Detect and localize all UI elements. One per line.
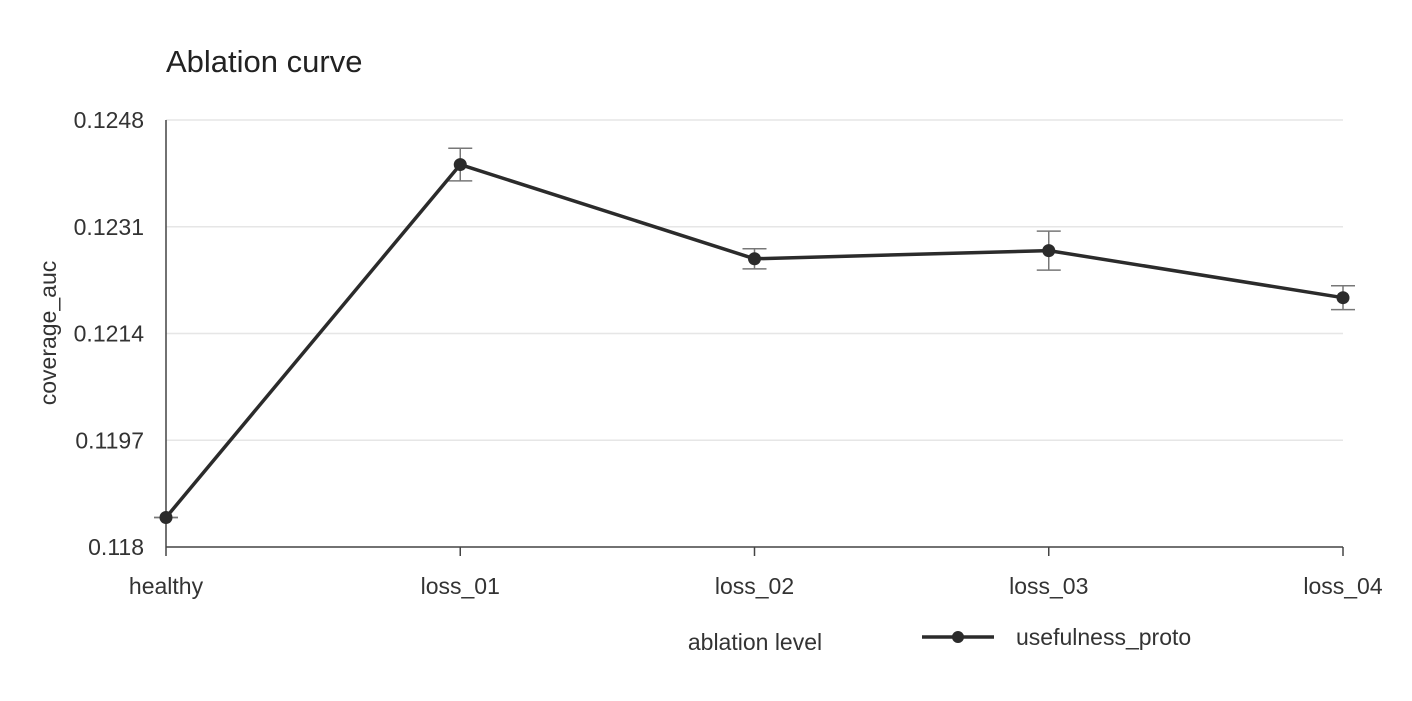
x-axis-ticks: healthy loss_01 loss_02 loss_03 loss_04 (129, 547, 1383, 599)
y-axis-title: coverage_auc (35, 261, 61, 406)
y-tick-label: 0.1231 (74, 214, 144, 240)
data-point (1042, 244, 1056, 258)
y-tick-label: 0.1248 (74, 107, 144, 133)
data-point (159, 510, 173, 524)
data-point (748, 252, 761, 266)
y-tick-label: 0.118 (88, 534, 144, 560)
series-group (154, 147, 1355, 524)
x-tick-label: healthy (129, 573, 204, 599)
y-axis-ticks: 0.118 0.1197 0.1214 0.1231 0.1248 (74, 107, 145, 560)
y-tick-label: 0.1214 (74, 321, 145, 347)
x-axis-title: ablation level (688, 629, 822, 655)
y-tick-label: 0.1197 (75, 427, 144, 453)
x-tick-label: loss_04 (1303, 573, 1382, 599)
x-tick-label: loss_03 (1009, 573, 1088, 599)
data-point (453, 158, 467, 172)
legend-label: usefulness_proto (1016, 624, 1191, 650)
legend-marker (952, 631, 964, 643)
x-tick-label: loss_02 (715, 573, 794, 599)
gridlines (166, 119, 1343, 441)
chart-title: Ablation curve (166, 44, 362, 79)
legend: usefulness_proto (922, 624, 1191, 650)
x-tick-label: loss_01 (421, 573, 500, 599)
series-line (164, 162, 1344, 519)
data-point (1336, 291, 1350, 305)
